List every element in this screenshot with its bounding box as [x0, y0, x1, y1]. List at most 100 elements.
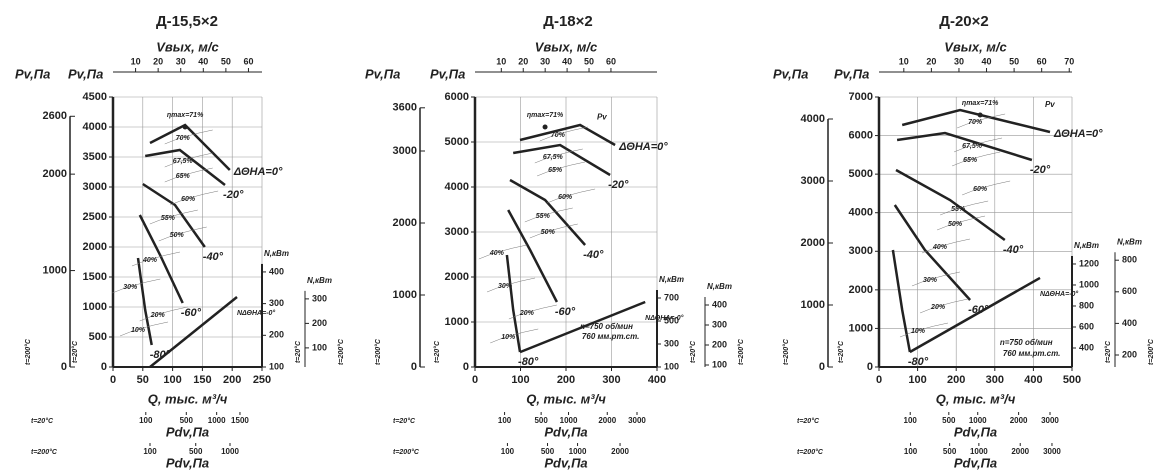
- curve-label: NΔΘНА=-0°: [1040, 290, 1078, 298]
- outer-note: t=200°C: [782, 338, 790, 365]
- y-tick-label: 500: [89, 331, 107, 343]
- y-tick-label: 4500: [83, 91, 107, 103]
- pdv-tick-label: 500: [943, 447, 957, 456]
- efficiency-contour: [164, 129, 213, 145]
- power-tick-label: 100: [664, 361, 679, 371]
- pdv-label: Pdv,Па: [954, 424, 997, 439]
- top-tick-label: 50: [1009, 56, 1019, 66]
- x-tick-label: 400: [1024, 374, 1042, 386]
- panel-title: Д-20×2: [939, 13, 988, 30]
- y-tick-label: 1500: [83, 271, 107, 283]
- curve-label: ΔΘНА=0°: [618, 141, 668, 153]
- curve-label: -60°: [968, 304, 989, 316]
- pdv-tick-label: 500: [534, 416, 548, 425]
- curve: [519, 300, 646, 354]
- power-tick-label: 300: [664, 338, 679, 348]
- pdv-tick-label: 500: [180, 416, 194, 425]
- top-tick-label: 30: [540, 56, 550, 66]
- efficiency-contour: [940, 200, 989, 216]
- y-tick-label: 1000: [445, 316, 469, 328]
- x-axis-label: Q, тыс. м³/ч: [148, 391, 228, 406]
- y-tick-label: 5000: [849, 168, 873, 180]
- outer-tick-label: 4000: [801, 113, 825, 125]
- efficiency-label: 20%: [150, 312, 166, 319]
- outer-tick-label: 1000: [801, 299, 825, 311]
- top-tick-label: 20: [518, 56, 528, 66]
- pdv-tick-label: 500: [942, 416, 956, 425]
- top-tick-label: 50: [584, 56, 594, 66]
- power-tick-label: 500: [664, 315, 679, 325]
- power-label: N,кВт: [707, 282, 732, 291]
- pdv-tick-label: 2000: [1011, 447, 1029, 456]
- x-tick-label: 250: [253, 374, 271, 386]
- y-tick-label: 5000: [445, 136, 469, 148]
- pdv-tick-label: 500: [541, 447, 555, 456]
- y-axis-label: Pv,Па: [68, 66, 103, 81]
- curve: [893, 204, 972, 301]
- pdv-note: t=20°C: [797, 417, 820, 425]
- efficiency-contour: [936, 215, 986, 231]
- peak-point: [542, 124, 548, 130]
- top-tick-label: 20: [153, 56, 163, 66]
- curve: [895, 168, 1006, 242]
- efficiency-contour: [149, 209, 198, 225]
- y-tick-label: 2000: [445, 271, 469, 283]
- efficiency-label: 67,5%: [543, 154, 564, 161]
- panel-title: Д-15,5×2: [156, 13, 218, 30]
- curve-label: -80°: [150, 349, 171, 361]
- efficiency-label: 10%: [501, 334, 516, 341]
- x-tick-label: 200: [223, 374, 241, 386]
- curve: [909, 276, 1041, 354]
- power-tick-label: 800: [1122, 255, 1137, 265]
- y-axis-label: Pv,Па: [834, 66, 869, 81]
- efficiency-label: 55%: [951, 206, 966, 213]
- power-label: N,кВт: [1117, 237, 1142, 246]
- power-tick-label: 400: [712, 299, 727, 309]
- pdv-tick-label: 3000: [628, 416, 646, 425]
- power-tick-label: 200: [1122, 349, 1137, 359]
- efficiency-contour: [546, 188, 596, 204]
- x-tick-label: 300: [602, 374, 620, 386]
- peak-label: ηmax=71%: [527, 112, 564, 119]
- curve-label: -40°: [203, 251, 224, 263]
- power-tick-label: 400: [1079, 342, 1094, 352]
- efficiency-label: 65%: [963, 157, 978, 164]
- efficiency-label: 40%: [932, 244, 948, 251]
- y-tick-label: 3500: [83, 151, 107, 163]
- top-tick-label: 30: [176, 56, 186, 66]
- top-tick-label: 10: [899, 56, 909, 66]
- outer-tick-label: 2000: [801, 237, 825, 249]
- efficiency-label: 60%: [973, 186, 988, 193]
- x-tick-label: 200: [557, 374, 575, 386]
- power-tick-label: 1000: [1079, 279, 1099, 289]
- efficiency-contour: [953, 137, 1003, 153]
- curve: [144, 148, 226, 186]
- pdv-tick-label: 500: [189, 447, 203, 456]
- efficiency-contour: [112, 278, 161, 294]
- curve: [901, 108, 1051, 134]
- efficiency-contour: [957, 113, 1006, 129]
- efficiency-contour: [951, 151, 1001, 167]
- y-tick-label: 4000: [445, 181, 469, 193]
- curve: [138, 214, 184, 304]
- y-tick-label: 6000: [445, 91, 469, 103]
- outer-label: Pv,Па: [15, 66, 50, 81]
- pdv-tick-label: 1000: [221, 447, 239, 456]
- efficiency-label: 65%: [548, 167, 563, 174]
- pdv-tick-label: 100: [498, 416, 512, 425]
- outer-note: t=200°C: [24, 338, 32, 365]
- outer-label: Pv,Па: [773, 66, 808, 81]
- outer-tick-label: 2600: [43, 110, 67, 122]
- pdv-tick-label: 2000: [1010, 416, 1028, 425]
- panel-title: Д-18×2: [543, 13, 592, 30]
- power-note: t=20°C: [294, 340, 302, 363]
- x-tick-label: 200: [947, 374, 965, 386]
- pdv-tick-label: 100: [904, 416, 918, 425]
- pdv-tick-label: 100: [501, 447, 515, 456]
- curve: [519, 123, 616, 147]
- pdv-tick-label: 3000: [1041, 416, 1059, 425]
- efficiency-contour: [919, 298, 969, 314]
- efficiency-label: 20%: [930, 304, 946, 311]
- peak-point: [977, 112, 983, 118]
- x-axis-label: Q, тыс. м³/ч: [526, 391, 606, 406]
